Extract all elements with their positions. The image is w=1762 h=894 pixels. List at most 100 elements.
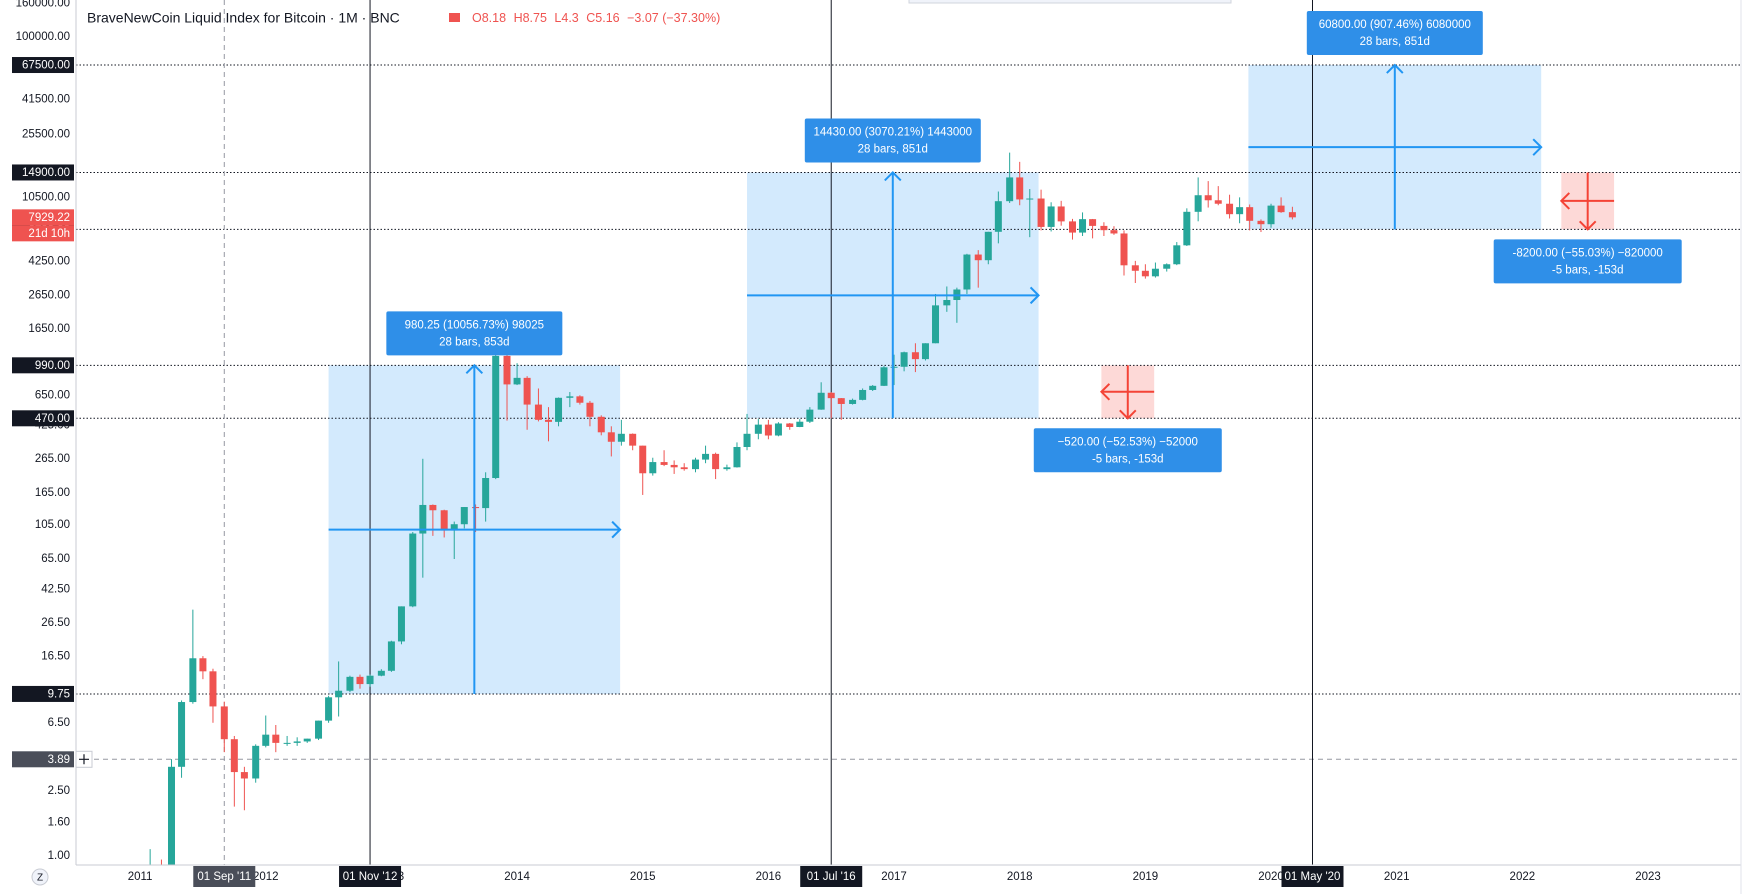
- candle-body: [963, 254, 971, 290]
- add-level-icon[interactable]: [79, 754, 89, 765]
- arrow-head: [1559, 192, 1571, 210]
- candle-body: [1163, 264, 1171, 269]
- candle-body: [1183, 211, 1191, 246]
- measure-detail: -5 bars, -153d: [1092, 453, 1164, 465]
- x-tick-label: 2016: [756, 871, 782, 883]
- crosshair-price-tag: 3.89: [48, 754, 70, 766]
- arrow-head: [1119, 409, 1137, 420]
- flag-icon[interactable]: [449, 13, 460, 22]
- candle-body: [168, 766, 176, 865]
- arrow-head: [1578, 220, 1597, 231]
- candle-body: [220, 706, 228, 740]
- level-tag: 470.00: [35, 413, 70, 425]
- candle-body: [597, 416, 605, 433]
- y-tick-label: 1650.00: [28, 323, 70, 335]
- scale-button-label[interactable]: Z: [37, 873, 43, 884]
- y-tick-label: 41500.00: [22, 94, 70, 106]
- measure-label: −520.00 (−52.53%) −52000: [1058, 436, 1198, 448]
- measure-label: 60800.00 (907.46%) 6080000: [1319, 19, 1471, 31]
- candle-body: [1214, 200, 1222, 204]
- candle-body: [639, 445, 647, 474]
- candle-body: [774, 423, 782, 436]
- candle-body: [796, 421, 804, 427]
- arrow-head: [1386, 63, 1404, 74]
- measure-label-box: [1306, 11, 1483, 56]
- toolbar-edge: [908, 0, 1232, 4]
- candle-body: [377, 670, 385, 676]
- low-value: 4.3: [561, 11, 578, 25]
- candle-body: [702, 453, 710, 460]
- candle-body: [366, 675, 374, 685]
- arrow-head: [1532, 138, 1543, 156]
- candle-body: [544, 419, 552, 422]
- measure-label: 980.25 (10056.73%) 98025: [405, 319, 544, 331]
- candle-body: [335, 690, 343, 698]
- x-tick-label: 2017: [881, 871, 907, 883]
- candle-body: [283, 742, 291, 744]
- level-tag-box: [12, 357, 74, 374]
- candle-body: [974, 254, 982, 261]
- candle-body: [460, 507, 468, 525]
- open-value: 8.18: [482, 11, 506, 25]
- crosshair-time-tag: 01 Sep '11: [197, 871, 251, 883]
- y-tick-label: 65.00: [41, 553, 70, 565]
- close-value: 5.16: [595, 11, 619, 25]
- x-tick-label: 2015: [630, 871, 656, 883]
- candle-body: [827, 392, 835, 399]
- candle-body: [921, 343, 929, 360]
- candle-body: [555, 397, 563, 422]
- candle-body: [1246, 207, 1254, 221]
- legend-title: BraveNewCoin Liquid Index for Bitcoin · …: [87, 10, 400, 26]
- close-prefix: C: [586, 11, 595, 25]
- current-price-label: 7929.22: [28, 212, 70, 224]
- y-tick-label: 1.60: [48, 817, 70, 829]
- marker-time-tag: 01 Nov '12: [343, 871, 398, 883]
- arrow-head: [884, 171, 902, 182]
- candle-body: [346, 676, 354, 691]
- candle-body: [712, 453, 720, 470]
- candle-body: [692, 459, 700, 470]
- candle-body: [900, 352, 908, 367]
- level-tag-box: [12, 685, 74, 702]
- x-tick-label: 2021: [1384, 871, 1410, 883]
- candle-body: [1141, 270, 1149, 277]
- candle-body: [607, 432, 615, 442]
- candle-body: [859, 389, 867, 400]
- candle-body: [1204, 195, 1212, 201]
- x-tick-label: 2012: [253, 871, 279, 883]
- candle-body: [932, 305, 940, 344]
- high-value: 8.75: [523, 11, 547, 25]
- y-tick-label: 105.00: [35, 519, 70, 531]
- level-tag: 14900.00: [22, 167, 70, 179]
- x-tick-label: 2018: [1007, 871, 1033, 883]
- candle-body: [723, 467, 731, 470]
- low-prefix: L: [554, 11, 561, 25]
- candle-body: [189, 658, 197, 703]
- candle-body: [1110, 230, 1118, 234]
- candle-body: [1016, 177, 1024, 200]
- current-price-box: [12, 209, 74, 226]
- candle-body: [943, 300, 951, 306]
- y-tick-label: 26.50: [41, 617, 70, 629]
- candle-body: [472, 507, 480, 509]
- candle-body: [1100, 225, 1108, 231]
- arrow-head: [1029, 286, 1040, 305]
- countdown-box: [12, 225, 74, 242]
- candle-body: [1006, 177, 1014, 202]
- measure-detail: -5 bars, -153d: [1552, 264, 1624, 276]
- candle-body: [252, 745, 260, 779]
- candle-body: [209, 671, 217, 707]
- y-tick-label: 100000.00: [16, 31, 70, 43]
- candle-body: [1257, 220, 1265, 225]
- countdown-label: 21d 10h: [28, 228, 70, 240]
- candle-body: [503, 355, 511, 385]
- candle-body: [1151, 268, 1159, 277]
- candle-body: [817, 392, 825, 410]
- candle-body: [576, 396, 584, 403]
- legend-values: O8.18 H8.75 L4.3 C5.16 −3.07 (−37.30%): [472, 11, 720, 25]
- scale-button[interactable]: [31, 868, 49, 886]
- x-tick-label: 2014: [504, 871, 530, 883]
- candle-body: [1288, 212, 1296, 218]
- candle-body: [1068, 221, 1076, 233]
